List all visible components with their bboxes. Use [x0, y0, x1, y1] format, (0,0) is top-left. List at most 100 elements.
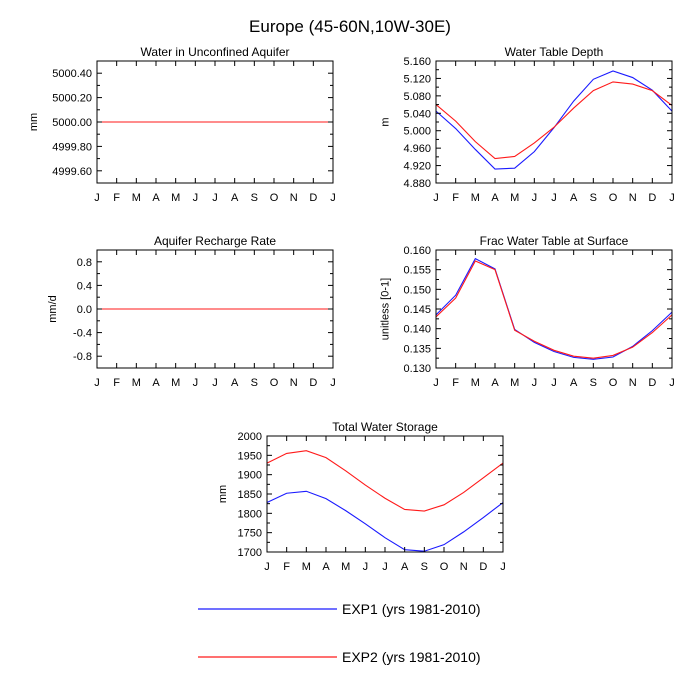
x-tick-label: J	[433, 192, 439, 204]
x-tick-label: O	[609, 377, 618, 389]
x-tick-label: M	[471, 192, 480, 204]
x-tick-label: M	[171, 377, 180, 389]
y-tick-label: 4.880	[403, 178, 431, 190]
y-tick-label: 5000.00	[52, 117, 92, 129]
x-tick-label: J	[551, 377, 557, 389]
x-tick-label: F	[113, 377, 120, 389]
x-tick-label: A	[570, 192, 578, 204]
y-tick-label: 5.080	[403, 91, 431, 103]
x-tick-label: D	[648, 377, 656, 389]
series-line-exp1	[435, 257, 673, 360]
x-tick-label: J	[94, 192, 100, 204]
y-tick-label: 4999.60	[52, 166, 92, 178]
x-tick-label: M	[302, 561, 311, 573]
y-tick-label: 4999.80	[52, 141, 92, 153]
y-tick-label: 4.960	[403, 143, 431, 155]
x-tick-label: J	[669, 377, 675, 389]
x-tick-label: J	[330, 377, 336, 389]
x-tick-label: O	[270, 377, 279, 389]
y-tick-label: 0.140	[403, 324, 431, 336]
x-tick-label: J	[500, 561, 506, 573]
x-tick-label: A	[322, 561, 330, 573]
x-tick-label: M	[510, 377, 519, 389]
series-line-exp1	[266, 490, 504, 552]
x-tick-label: M	[510, 192, 519, 204]
y-axis-label: unitless [0-1]	[380, 278, 392, 340]
x-tick-label: J	[212, 377, 218, 389]
legend: EXP1 (yrs 1981-2010) EXP2 (yrs 1981-2010…	[198, 601, 481, 665]
x-tick-label: M	[171, 192, 180, 204]
x-tick-label: S	[251, 192, 258, 204]
x-tick-label: N	[629, 192, 637, 204]
y-tick-label: 5.160	[403, 56, 431, 68]
x-tick-label: N	[629, 377, 637, 389]
y-tick-label: -0.4	[73, 328, 92, 340]
x-tick-label: A	[491, 377, 499, 389]
plot-frame	[266, 435, 504, 553]
x-tick-label: J	[433, 377, 439, 389]
y-axis-label: m	[380, 117, 392, 126]
chart-title: Frac Water Table at Surface	[480, 234, 629, 248]
y-tick-label: 0.145	[403, 304, 431, 316]
y-tick-label: 0.160	[403, 245, 431, 257]
x-tick-label: A	[231, 192, 239, 204]
y-tick-label: 2000	[238, 431, 262, 443]
x-tick-label: J	[363, 561, 369, 573]
y-tick-label: 5000.20	[52, 93, 92, 105]
y-tick-label: 1850	[238, 489, 262, 501]
x-tick-label: M	[471, 377, 480, 389]
x-tick-label: F	[452, 192, 459, 204]
y-axis-label: mm/d	[47, 295, 59, 323]
y-tick-label: 4.920	[403, 161, 431, 173]
figure-title: Europe (45-60N,10W-30E)	[249, 17, 451, 36]
y-tick-label: 1700	[238, 547, 262, 559]
chart-title: Water Table Depth	[505, 45, 604, 59]
y-tick-label: 0.8	[77, 257, 92, 269]
x-tick-label: J	[551, 192, 557, 204]
x-tick-label: N	[290, 192, 298, 204]
x-tick-label: D	[309, 192, 317, 204]
x-tick-label: O	[440, 561, 449, 573]
x-tick-label: J	[382, 561, 388, 573]
x-tick-label: S	[421, 561, 428, 573]
y-tick-label: 1950	[238, 450, 262, 462]
x-tick-label: J	[330, 192, 336, 204]
y-tick-label: 0.150	[403, 284, 431, 296]
x-tick-label: A	[491, 192, 499, 204]
x-tick-label: A	[152, 192, 160, 204]
x-tick-label: F	[113, 192, 120, 204]
x-tick-label: F	[283, 561, 290, 573]
x-tick-label: J	[669, 192, 675, 204]
x-tick-label: S	[251, 377, 258, 389]
y-tick-label: 5000.40	[52, 68, 92, 80]
x-tick-label: J	[264, 561, 270, 573]
x-tick-label: M	[341, 561, 350, 573]
plot-frame	[435, 60, 673, 184]
x-tick-label: A	[401, 561, 409, 573]
y-tick-label: 0.155	[403, 265, 431, 277]
chart-title: Aquifer Recharge Rate	[154, 234, 276, 248]
legend-label-exp1: EXP1 (yrs 1981-2010)	[342, 601, 481, 617]
y-tick-label: 1900	[238, 470, 262, 482]
legend-label-exp2: EXP2 (yrs 1981-2010)	[342, 649, 481, 665]
y-tick-label: 0.130	[403, 363, 431, 375]
x-tick-label: D	[648, 192, 656, 204]
chart-title: Water in Unconfined Aquifer	[141, 45, 290, 59]
y-tick-label: 0.0	[77, 304, 92, 316]
y-tick-label: 0.4	[77, 280, 92, 292]
x-tick-label: J	[532, 377, 538, 389]
x-tick-label: A	[570, 377, 578, 389]
chart-title: Total Water Storage	[332, 420, 438, 434]
y-tick-label: 5.000	[403, 126, 431, 138]
y-tick-label: -0.8	[73, 351, 92, 363]
x-tick-label: M	[132, 377, 141, 389]
y-tick-label: 5.120	[403, 73, 431, 85]
y-tick-label: 5.040	[403, 108, 431, 120]
x-tick-label: N	[460, 561, 468, 573]
